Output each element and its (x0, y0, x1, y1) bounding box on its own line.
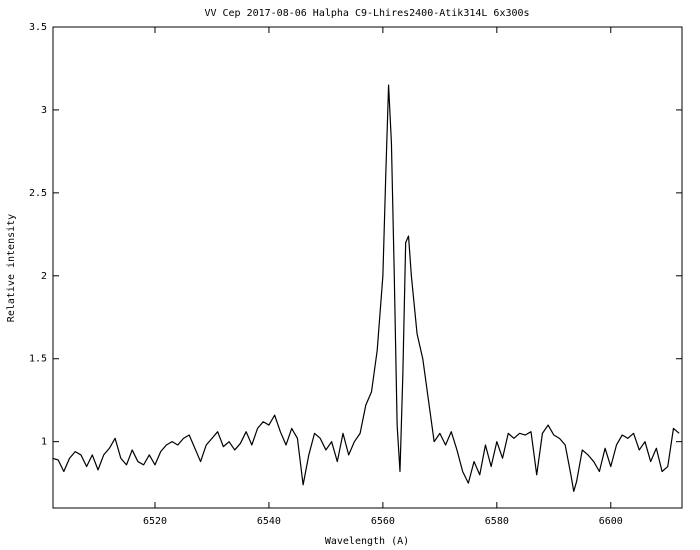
x-tick-label: 6560 (371, 516, 395, 527)
x-tick-label: 6520 (143, 516, 167, 527)
x-tick-label: 6540 (257, 516, 281, 527)
y-axis-label: Relative intensity (6, 214, 17, 322)
y-tick-label: 3.5 (29, 22, 47, 33)
y-tick-label: 1.5 (29, 354, 47, 365)
x-tick-label: 6580 (485, 516, 509, 527)
y-tick-label: 1 (41, 437, 47, 448)
plot-frame (52, 26, 683, 509)
y-tick-label: 3 (41, 105, 47, 116)
y-tick-label: 2.5 (29, 188, 47, 199)
x-tick-label: 6600 (599, 516, 623, 527)
spectrum-line (52, 84, 680, 493)
y-tick-label: 2 (41, 271, 47, 282)
x-axis-label: Wavelength (A) (325, 536, 409, 547)
chart-title: VV Cep 2017-08-06 Halpha C9-Lhires2400-A… (204, 8, 529, 19)
